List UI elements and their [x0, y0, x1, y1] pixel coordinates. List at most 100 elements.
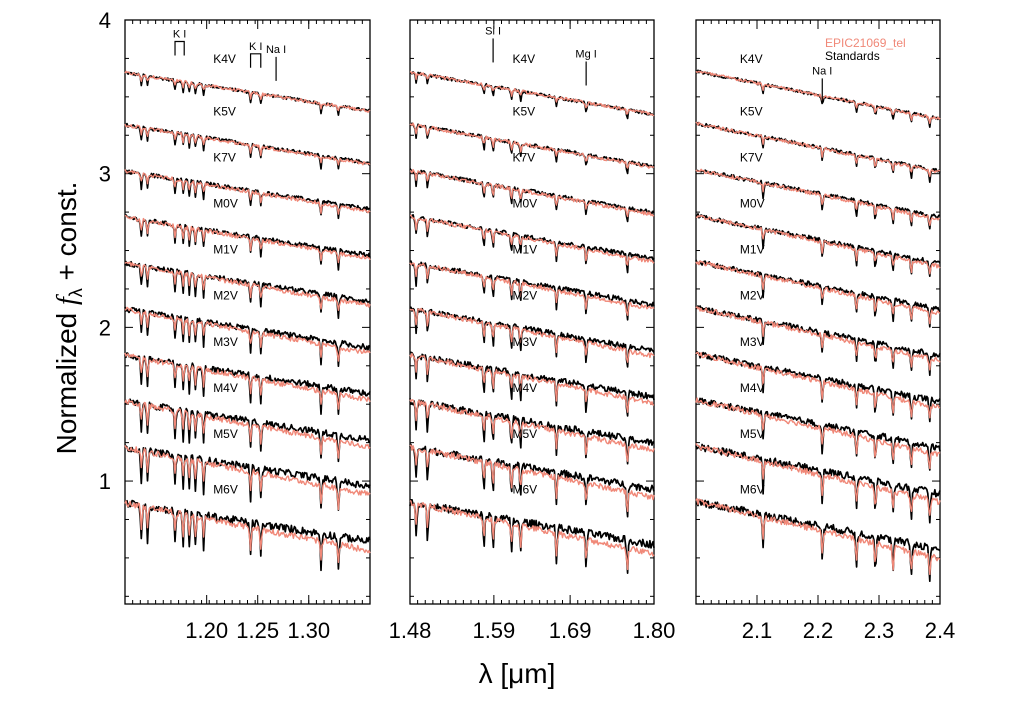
spectral-type-label: M3V — [213, 335, 238, 349]
standard-spectrum-K4V — [124, 71, 371, 116]
spectral-type-label: K4V — [512, 52, 535, 66]
target-spectrum-K5V — [124, 123, 371, 166]
x-tick-label: 2.3 — [864, 618, 895, 643]
y-tick-label: 4 — [99, 8, 111, 33]
spectral-type-label: M4V — [213, 381, 238, 395]
y-tick-label: 1 — [99, 469, 111, 494]
standard-spectrum-K5V — [409, 122, 655, 175]
spectral-type-label: M6V — [512, 482, 537, 496]
y-axis-title-prefix: Normalized — [51, 305, 82, 454]
standard-spectrum-M0V — [409, 214, 655, 274]
standard-spectrum-M0V — [124, 214, 371, 271]
target-spectrum-M6V — [695, 498, 941, 576]
spectral-type-label: K5V — [512, 104, 535, 118]
standard-spectrum-M1V — [124, 260, 371, 320]
line-bracket — [174, 40, 185, 56]
target-spectrum-K4V — [695, 70, 941, 125]
y-tick-label: 3 — [99, 162, 111, 187]
x-tick-label: 1.20 — [185, 618, 228, 643]
spectral-type-label: M6V — [213, 482, 238, 496]
line-id-label: K I — [249, 41, 262, 53]
target-spectrum-M0V — [124, 214, 371, 264]
line-id-label: Mg I — [575, 48, 596, 60]
x-tick-label: 2.4 — [925, 618, 956, 643]
target-spectrum-M4V — [409, 399, 655, 462]
target-spectrum-K5V — [409, 122, 655, 169]
spectral-type-label: M2V — [512, 289, 537, 303]
x-tick-label: 1.69 — [549, 618, 592, 643]
standard-spectrum-M5V — [124, 444, 371, 511]
target-spectrum-M3V — [124, 352, 371, 410]
spectral-type-label: M3V — [740, 335, 765, 349]
standard-spectrum-M2V — [124, 306, 371, 368]
target-spectrum-M1V — [409, 262, 655, 316]
standard-spectrum-M4V — [695, 397, 941, 471]
spectral-type-label: K4V — [213, 52, 236, 66]
standard-spectrum-K4V — [695, 69, 941, 128]
spectral-type-label: K7V — [213, 150, 236, 164]
y-tick-label: 2 — [99, 315, 111, 340]
standard-spectrum-K7V — [124, 169, 371, 220]
target-spectrum-M4V — [695, 397, 941, 470]
spectral-type-label: M2V — [213, 289, 238, 303]
target-spectrum-K7V — [409, 168, 655, 218]
standard-spectrum-M6V — [124, 499, 371, 572]
target-spectrum-M5V — [124, 445, 371, 511]
panels-layer: 1 2 3 4 1.20 1.25 1.30 K4V K5V K7V M0V M1V M2V M3V M4V… — [99, 8, 956, 643]
panel-J: 1 2 3 4 1.20 1.25 1.30 K4V K5V K7V M0V M1V M2V M3V M4V… — [99, 8, 371, 643]
target-spectrum-M4V — [124, 399, 371, 459]
x-axis-title-unit: μm — [508, 658, 547, 689]
standard-spectrum-M5V — [409, 443, 655, 518]
x-tick-label: 1.59 — [472, 618, 515, 643]
line-id-label: Na I — [266, 44, 286, 56]
target-spectrum-K7V — [695, 168, 941, 227]
spectral-type-label: M1V — [213, 243, 238, 257]
legend-entry-standards: Standards — [825, 49, 880, 63]
spectral-type-label: M5V — [512, 427, 537, 441]
target-spectrum-M1V — [695, 260, 941, 325]
spectral-type-label: M6V — [740, 482, 765, 496]
x-tick-label: 1.48 — [389, 618, 432, 643]
panel-frame-K — [695, 19, 941, 605]
spectral-type-label: M5V — [213, 427, 238, 441]
target-spectrum-M5V — [409, 444, 655, 512]
target-spectrum-K7V — [124, 169, 371, 215]
y-axis-title-symbol: f — [52, 294, 83, 305]
target-spectrum-M5V — [695, 443, 941, 516]
target-spectrum-M0V — [695, 214, 941, 275]
x-axis-title-suffix: ] — [548, 658, 556, 689]
standard-spectrum-M2V — [695, 305, 941, 377]
standard-spectrum-M6V — [409, 498, 655, 574]
panel-H: 1.48 1.59 1.69 1.80 K4V K5V K7V M0V M1V M2V M3V M4V… — [389, 19, 676, 643]
y-axis-title-suffix: + const. — [51, 182, 82, 289]
target-spectrum-M1V — [124, 261, 371, 311]
target-spectrum-M2V — [124, 306, 371, 362]
line-id-label: Na I — [812, 65, 832, 77]
spectral-type-label: M1V — [740, 243, 765, 257]
line-bracket — [249, 53, 262, 68]
standard-spectrum-M4V — [124, 398, 371, 463]
x-axis-title: λ [μm] — [479, 658, 556, 689]
spectral-type-label: K7V — [512, 150, 535, 164]
x-tick-label: 1.25 — [236, 618, 279, 643]
spectral-type-label: M0V — [213, 196, 238, 210]
spectral-type-label: M1V — [512, 243, 537, 257]
line-id-label: K I — [173, 29, 186, 41]
spectral-type-label: M4V — [512, 381, 537, 395]
standard-spectrum-K7V — [695, 169, 941, 230]
target-spectrum-M2V — [695, 306, 941, 371]
target-spectrum-M6V — [124, 500, 371, 563]
spectral-type-label: M5V — [740, 427, 765, 441]
target-spectrum-M2V — [409, 307, 655, 363]
y-axis-title-subscript: λ — [66, 288, 86, 297]
legend: EPIC21069_tel Standards — [825, 36, 906, 63]
spectral-type-label: M0V — [740, 196, 765, 210]
target-spectrum-M6V — [409, 499, 655, 571]
x-tick-label: 1.80 — [633, 618, 676, 643]
target-spectrum-M0V — [409, 214, 655, 266]
standard-spectrum-M3V — [695, 350, 941, 423]
target-spectrum-K5V — [695, 121, 941, 178]
spectral-type-label: K7V — [740, 150, 763, 164]
spectral-type-label: M4V — [740, 381, 765, 395]
y-axis-title: Normalized fλ + const. — [51, 182, 86, 455]
